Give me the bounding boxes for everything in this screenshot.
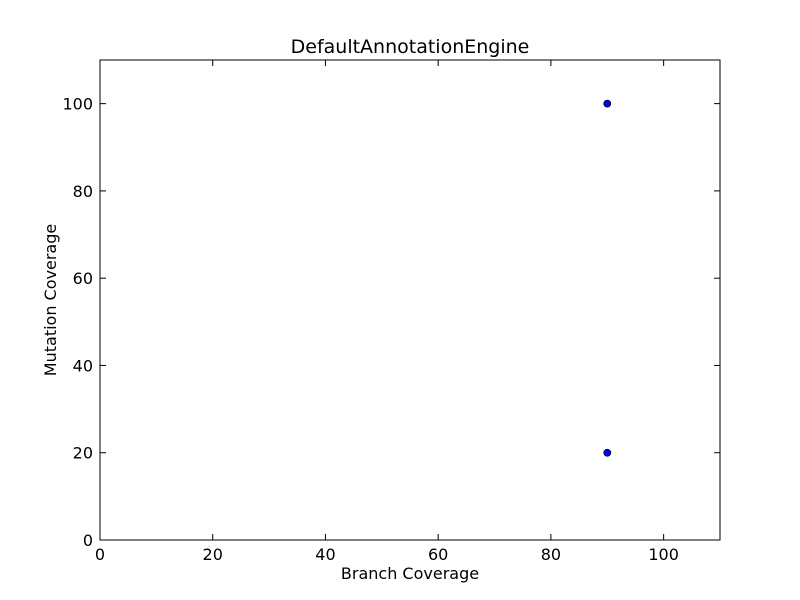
x-tick-label: 100 (648, 545, 679, 564)
y-tick-label: 40 (73, 356, 93, 375)
x-tick-label: 80 (541, 545, 561, 564)
plot-area (99, 59, 721, 541)
y-tick-label: 0 (83, 531, 93, 550)
scatter-point (603, 99, 612, 108)
y-axis-label: Mutation Coverage (41, 224, 60, 376)
chart-title: DefaultAnnotationEngine (291, 36, 530, 58)
x-tick-label: 0 (95, 545, 105, 564)
y-tick-label: 60 (73, 269, 93, 288)
x-tick-label: 40 (315, 545, 335, 564)
y-tick-label: 100 (62, 95, 93, 114)
y-tick-label: 20 (73, 444, 93, 463)
x-axis-label: Branch Coverage (341, 564, 479, 583)
scatter-point (603, 448, 612, 457)
y-tick-label: 80 (73, 182, 93, 201)
x-tick-label: 60 (428, 545, 448, 564)
x-tick-label: 20 (203, 545, 223, 564)
